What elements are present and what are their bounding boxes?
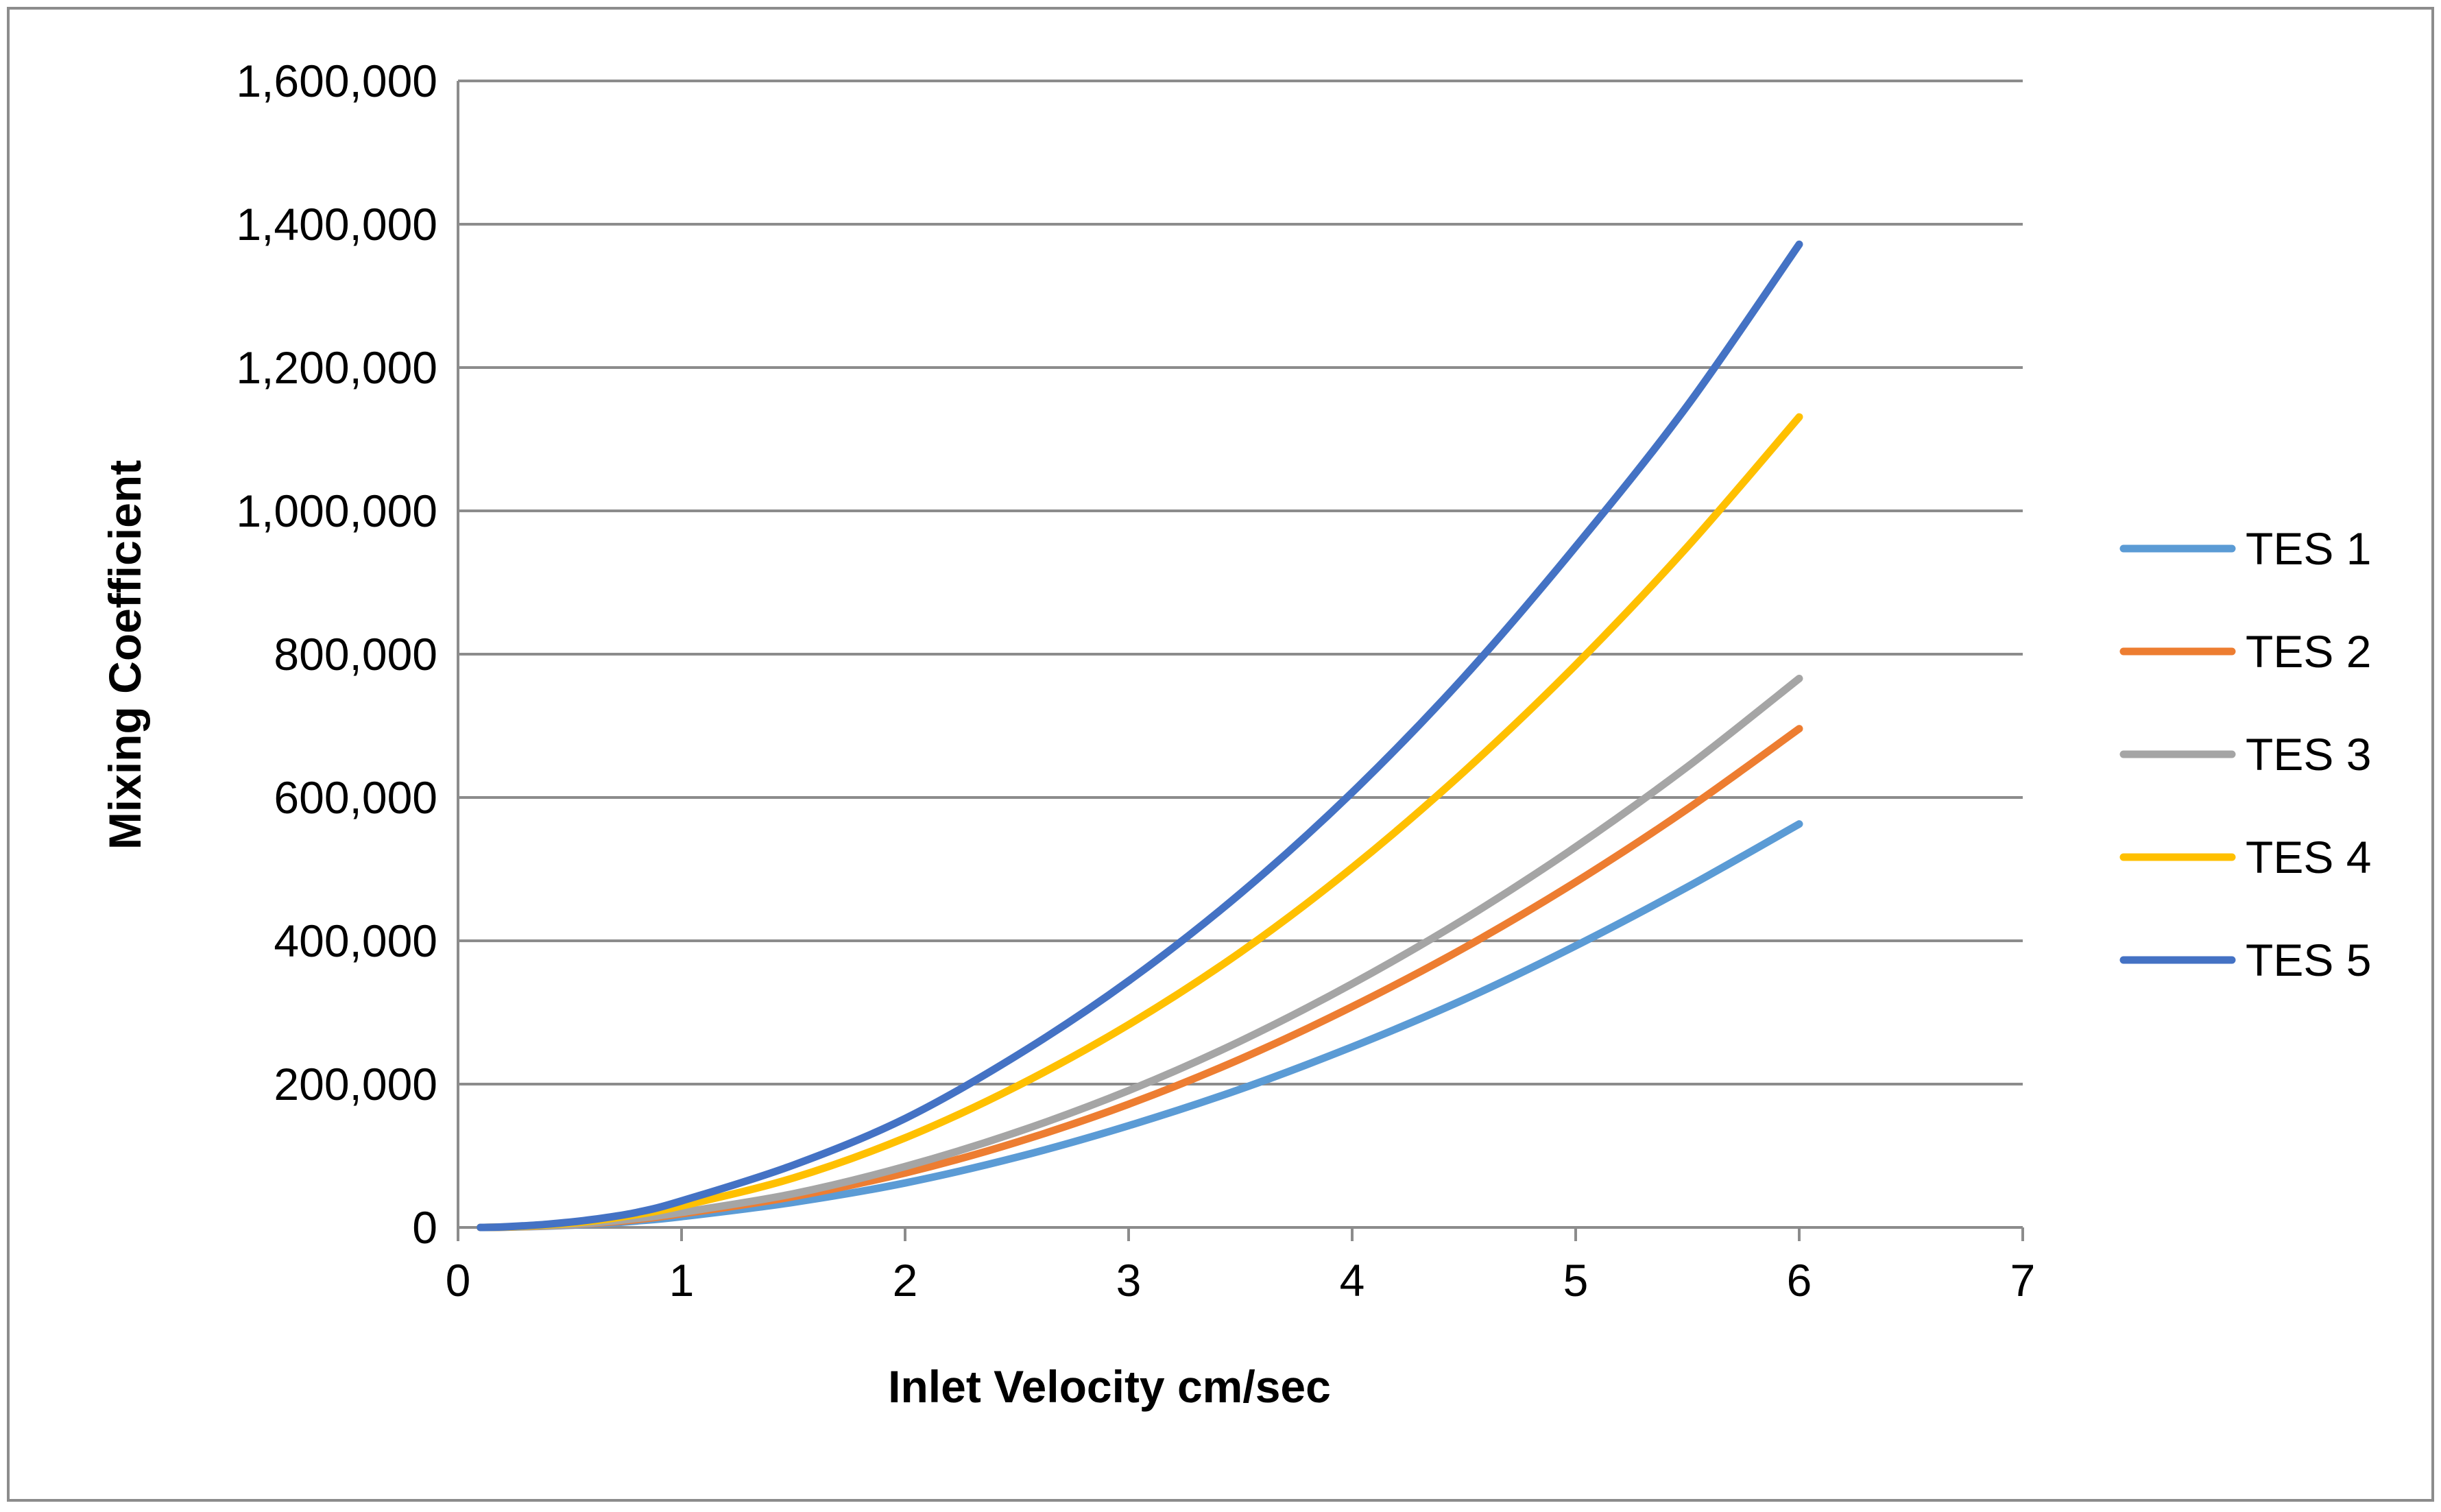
tick-labels: 0 200,000 400,000 600,000 800,000 1,000,000 1,…: [236, 56, 2035, 1306]
x-tick-label: 5: [1563, 1255, 1589, 1306]
x-axis-title: Inlet Velocity cm/sec: [888, 1361, 1331, 1412]
legend-label-tes-3: TES 3: [2246, 729, 2371, 780]
legend-label-tes-1: TES 1: [2246, 523, 2371, 574]
y-tick-label: 1,600,000: [236, 56, 437, 106]
legend-label-tes-5: TES 5: [2246, 935, 2371, 985]
x-tick-label: 7: [2010, 1255, 2036, 1306]
y-tick-label: 600,000: [274, 772, 437, 823]
y-tick-label: 400,000: [274, 915, 437, 966]
y-tick-label: 200,000: [274, 1059, 437, 1109]
x-tick-label: 4: [1340, 1255, 1365, 1306]
y-tick-label: 1,000,000: [236, 485, 437, 536]
y-tick-label: 1,400,000: [236, 199, 437, 250]
legend: TES 1 TES 2 TES 3 TES 4 TES 5: [2119, 523, 2371, 985]
chart-border: [7, 7, 2434, 1502]
legend-label-tes-2: TES 2: [2246, 626, 2371, 677]
x-tick-label: 3: [1116, 1255, 1142, 1306]
x-tick-label: 1: [669, 1255, 695, 1306]
series-lines: [477, 240, 1803, 1232]
y-tick-label: 0: [412, 1202, 437, 1253]
y-tick-label: 800,000: [274, 629, 437, 680]
x-tick-label: 6: [1787, 1255, 1812, 1306]
legend-label-tes-4: TES 4: [2246, 832, 2371, 883]
gridlines: [458, 80, 2023, 1085]
axes: [457, 81, 2024, 1241]
x-tick-label: 0: [446, 1255, 471, 1306]
y-tick-label: 1,200,000: [236, 342, 437, 393]
series-line-tes-5: [477, 240, 1803, 1232]
y-axis-title: Mixing Coefficient: [99, 460, 150, 850]
x-tick-label: 2: [893, 1255, 918, 1306]
